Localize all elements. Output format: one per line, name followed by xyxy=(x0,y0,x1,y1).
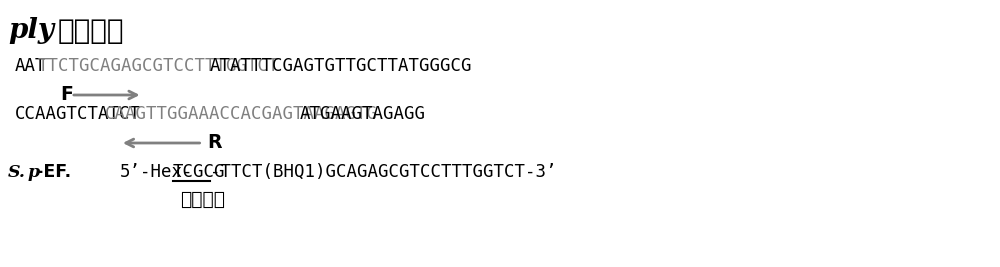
Text: AAT: AAT xyxy=(15,57,46,75)
Text: ATATTTCGAGTGTTGCTTATGGGCG: ATATTTCGAGTGTTGCTTATGGGCG xyxy=(210,57,473,75)
Text: CAAGTTGGAAACCACGAGTAAGAGTG: CAAGTTGGAAACCACGAGTAAGAGTG xyxy=(105,105,378,123)
Text: ATGAAGTAGAGG: ATGAAGTAGAGG xyxy=(300,105,426,123)
Text: -TTCT(BHQ1)GCAGAGCGTCCTTTGGTCT-3’: -TTCT(BHQ1)GCAGAGCGTCCTTTGGTCT-3’ xyxy=(210,163,556,181)
Text: S.: S. xyxy=(8,164,26,181)
Text: R: R xyxy=(208,134,222,152)
Text: -EF.: -EF. xyxy=(36,163,71,181)
Text: 基因片段: 基因片段 xyxy=(58,17,124,45)
Text: TTCTGCAGAGCGTCCTTTGGTCT: TTCTGCAGAGCGTCCTTTGGTCT xyxy=(38,57,279,75)
Text: CCAAGTCTATCT: CCAAGTCTATCT xyxy=(15,105,141,123)
Text: TCGCG: TCGCG xyxy=(173,163,225,181)
Text: 识别位点: 识别位点 xyxy=(180,190,225,209)
Text: ply: ply xyxy=(8,17,54,44)
Text: p: p xyxy=(22,164,40,181)
Text: F: F xyxy=(60,85,73,104)
Text: 5’-Hex-: 5’-Hex- xyxy=(120,163,194,181)
